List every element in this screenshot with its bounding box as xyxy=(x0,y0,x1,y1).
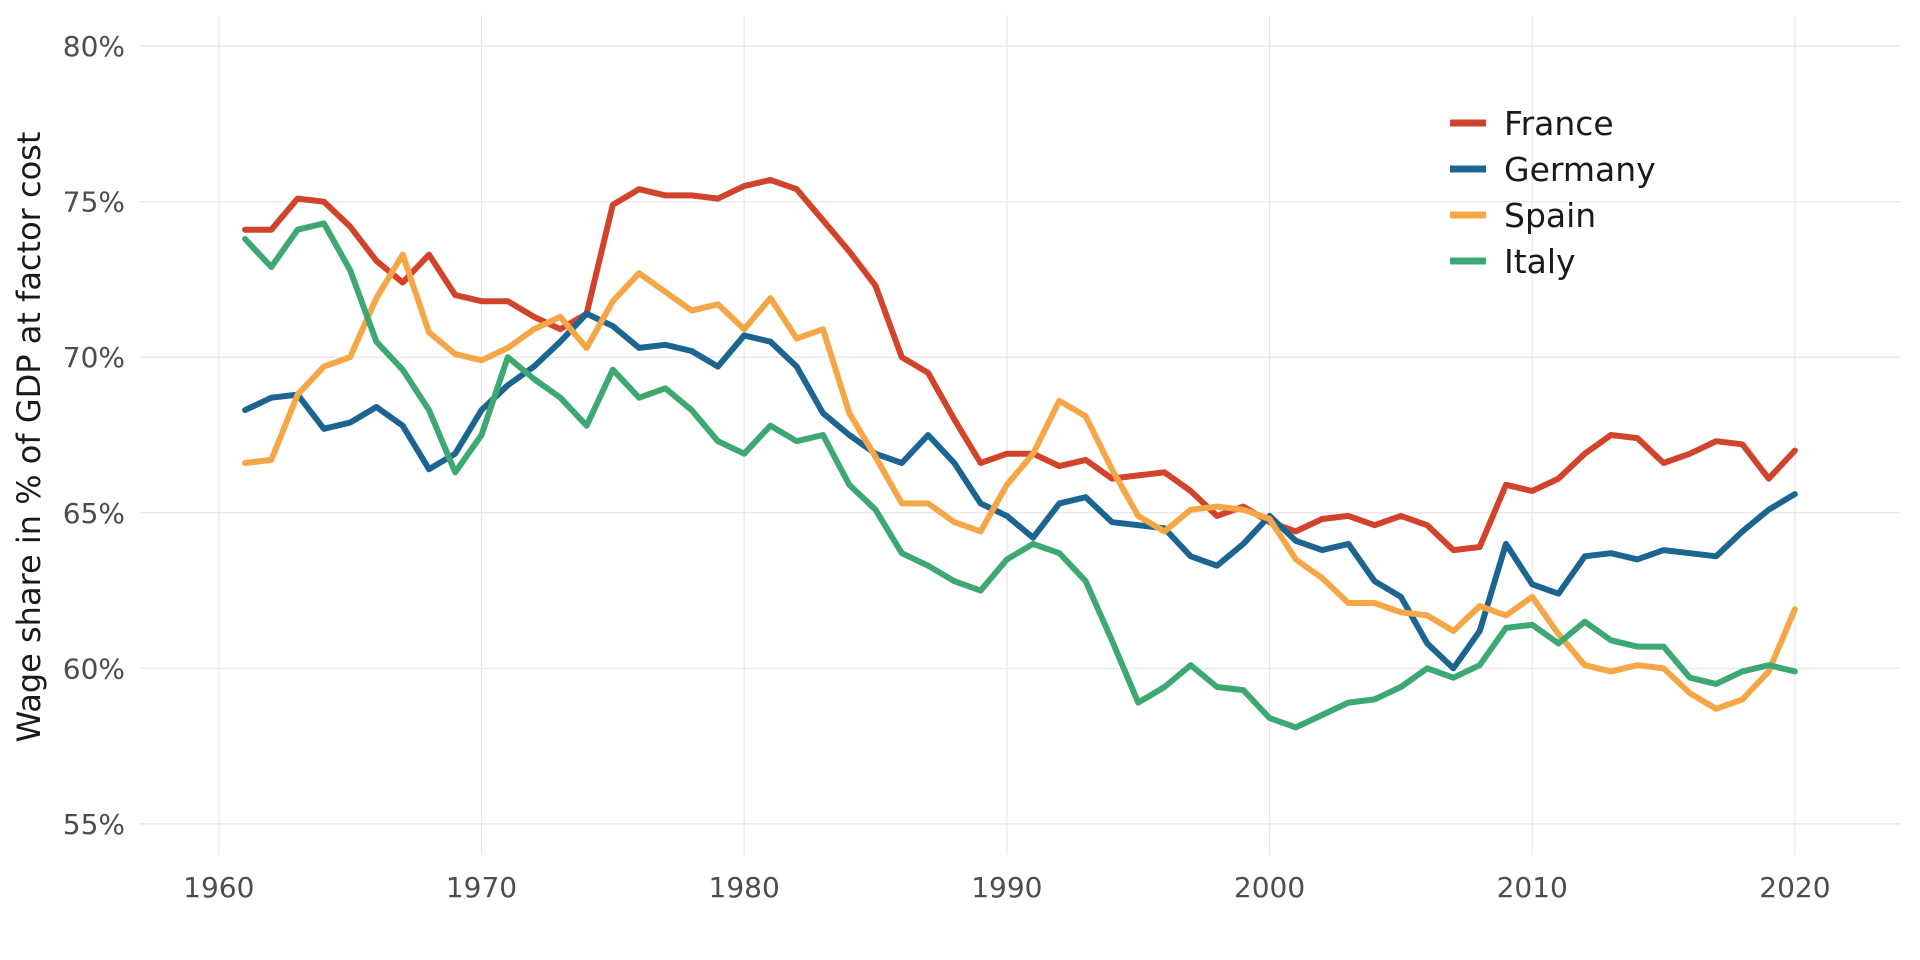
series-line-italy xyxy=(242,220,1798,731)
y-tick-label-70: 70% xyxy=(63,341,125,374)
series-line-spain xyxy=(242,251,1798,712)
y-tick-label-55: 55% xyxy=(63,808,125,841)
y-tick-label-60: 60% xyxy=(63,652,125,685)
legend: France Germany Spain Italy xyxy=(1450,104,1656,281)
series-lines xyxy=(242,176,1798,731)
x-tick-label-1970: 1970 xyxy=(446,871,517,904)
series-line-france xyxy=(242,176,1798,554)
y-axis-label: Wage share in % of GDP at factor cost xyxy=(10,132,48,743)
legend-label-spain: Spain xyxy=(1504,196,1596,235)
x-tick-label-2010: 2010 xyxy=(1497,871,1568,904)
series-line-germany xyxy=(242,310,1798,672)
x-tick-labels: 1960 1970 1980 1990 2000 2010 2020 xyxy=(183,871,1830,904)
legend-label-italy: Italy xyxy=(1504,242,1576,281)
x-tick-label-1960: 1960 xyxy=(183,871,254,904)
x-gridlines xyxy=(218,15,1796,855)
x-tick-label-1980: 1980 xyxy=(709,871,780,904)
legend-label-france: France xyxy=(1504,104,1614,143)
y-tick-labels: 55% 60% 65% 70% 75% 80% xyxy=(63,30,125,841)
x-tick-label-2020: 2020 xyxy=(1759,871,1830,904)
x-tick-label-1990: 1990 xyxy=(971,871,1042,904)
y-tick-label-75: 75% xyxy=(63,186,125,219)
y-tick-label-65: 65% xyxy=(63,497,125,530)
legend-label-germany: Germany xyxy=(1504,150,1656,189)
y-tick-label-80: 80% xyxy=(63,30,125,63)
x-tick-label-2000: 2000 xyxy=(1234,871,1305,904)
